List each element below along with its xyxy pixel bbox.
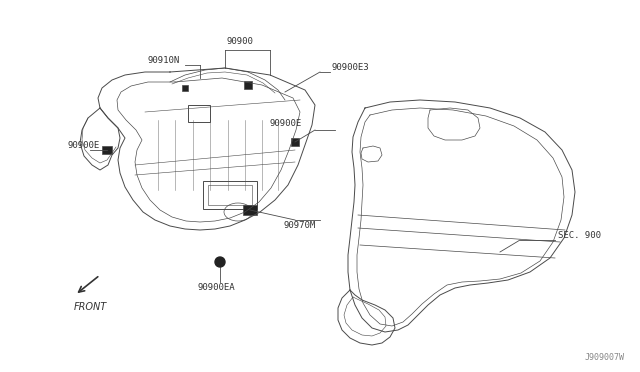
- Polygon shape: [102, 146, 112, 154]
- Text: 90910N: 90910N: [148, 56, 180, 65]
- Text: 90900: 90900: [227, 37, 253, 46]
- Polygon shape: [291, 138, 299, 146]
- Text: 90900EA: 90900EA: [198, 283, 236, 292]
- Polygon shape: [243, 205, 257, 215]
- Circle shape: [215, 257, 225, 267]
- Polygon shape: [244, 81, 252, 89]
- Text: FRONT: FRONT: [74, 302, 107, 312]
- Text: 90900E3: 90900E3: [332, 63, 370, 72]
- Polygon shape: [182, 85, 188, 91]
- Text: 90900E: 90900E: [68, 141, 100, 150]
- Text: J909007W: J909007W: [585, 353, 625, 362]
- Text: SEC. 900: SEC. 900: [558, 231, 601, 240]
- Text: 90900E: 90900E: [270, 119, 302, 128]
- Text: 90970M: 90970M: [284, 221, 316, 230]
